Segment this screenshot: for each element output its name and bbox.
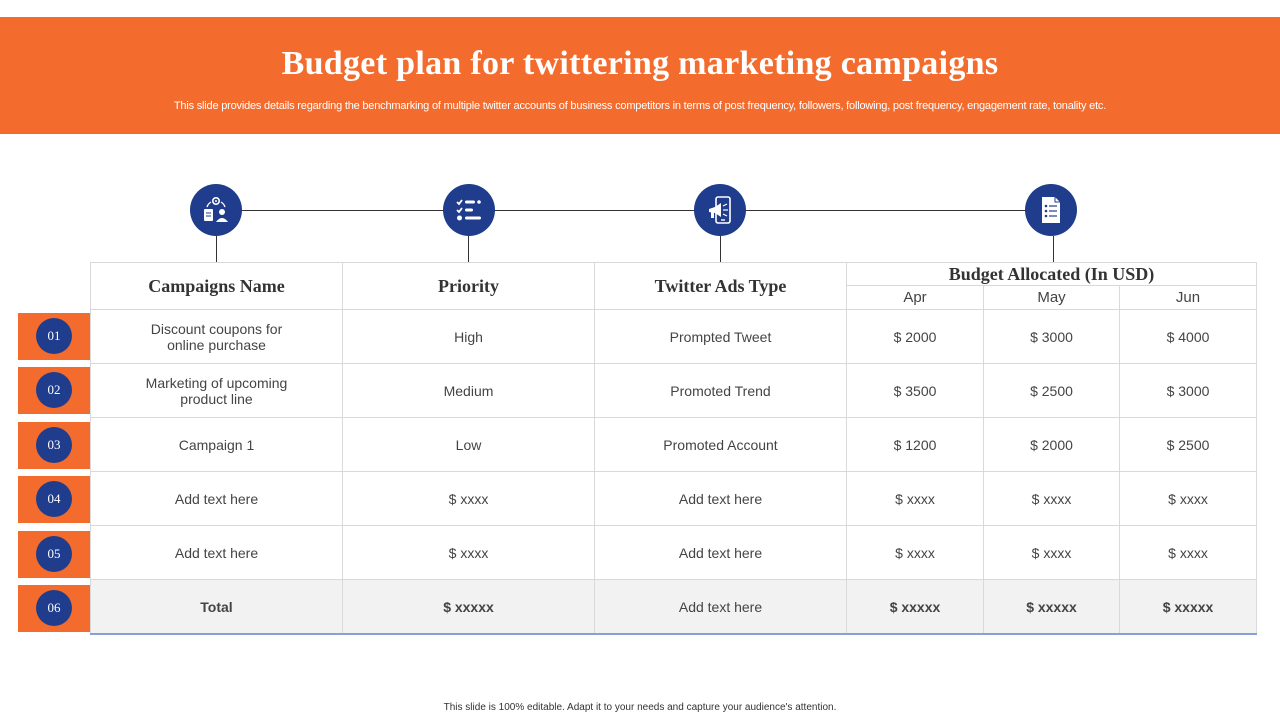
cell-may: $ xxxx (983, 471, 1120, 526)
cell-apr: $ 1200 (846, 417, 984, 472)
cell-jun: $ xxxx (1118, 525, 1258, 580)
row-number-tab: 02 (18, 367, 90, 414)
table-row: Add text here $ xxxx Add text here $ xxx… (90, 471, 1258, 526)
row-number-tab: 04 (18, 476, 90, 523)
cell-priority: $ xxxx (342, 471, 595, 526)
cell-priority: High (342, 309, 595, 364)
icon-stem (1053, 236, 1054, 262)
cell-apr: $ xxxx (846, 525, 984, 580)
cell-may: $ 2000 (983, 417, 1120, 472)
document-list-icon (1025, 184, 1077, 236)
cell-priority: Low (342, 417, 595, 472)
cell-jun: $ 4000 (1118, 309, 1258, 364)
page-subtitle: This slide provides details regarding th… (173, 100, 1107, 112)
title-banner: Budget plan for twittering marketing cam… (0, 17, 1280, 134)
cell-campaign: Add text here (90, 471, 343, 526)
cell-campaign: Marketing of upcoming product line (90, 363, 343, 418)
cell-apr: $ 2000 (846, 309, 984, 364)
header-month-jun: Jun (1118, 285, 1258, 310)
cell-jun: $ 2500 (1118, 417, 1258, 472)
cell-may: $ xxxx (983, 525, 1120, 580)
row-number-tab: 06 (18, 585, 90, 632)
table-row: Discount coupons for online purchase Hig… (90, 309, 1258, 364)
mobile-megaphone-icon (694, 184, 746, 236)
cell-ads-type: Prompted Tweet (594, 309, 847, 364)
icon-connector-line (216, 210, 1051, 211)
icon-stem (216, 236, 217, 262)
footer-note: This slide is 100% editable. Adapt it to… (443, 702, 837, 713)
cell-total-priority: $ xxxxx (342, 579, 595, 635)
row-number-tab: 05 (18, 531, 90, 578)
cell-campaign: Discount coupons for online purchase (90, 309, 343, 364)
row-number-tab: 01 (18, 313, 90, 360)
cell-total-apr: $ xxxxx (846, 579, 984, 635)
table-row: Marketing of upcoming product line Mediu… (90, 363, 1258, 418)
cell-priority: Medium (342, 363, 595, 418)
cell-priority: $ xxxx (342, 525, 595, 580)
row-number: 03 (36, 427, 72, 463)
header-campaign: Campaigns Name (90, 262, 343, 310)
cell-total-ads-type: Add text here (594, 579, 847, 635)
cell-ads-type: Promoted Trend (594, 363, 847, 418)
cell-ads-type: Add text here (594, 525, 847, 580)
row-number-tab: 03 (18, 422, 90, 469)
cell-total-label: Total (90, 579, 343, 635)
cell-campaign: Campaign 1 (90, 417, 343, 472)
cell-total-may: $ xxxxx (983, 579, 1120, 635)
header-month-may: May (983, 285, 1120, 310)
header-budget: Budget Allocated (In USD) (845, 262, 1258, 286)
header-ads-type: Twitter Ads Type (594, 262, 847, 310)
cell-may: $ 2500 (983, 363, 1120, 418)
cell-jun: $ 3000 (1118, 363, 1258, 418)
row-number: 01 (36, 318, 72, 354)
row-number: 06 (36, 590, 72, 626)
cell-ads-type: Add text here (594, 471, 847, 526)
cell-apr: $ 3500 (846, 363, 984, 418)
cell-jun: $ xxxx (1118, 471, 1258, 526)
row-number: 02 (36, 372, 72, 408)
team-gear-icon (190, 184, 242, 236)
cell-campaign: Add text here (90, 525, 343, 580)
total-row: Total $ xxxxx Add text here $ xxxxx $ xx… (90, 579, 1258, 635)
header-priority: Priority (342, 262, 595, 310)
cell-total-jun: $ xxxxx (1118, 579, 1258, 635)
icon-stem (468, 236, 469, 262)
budget-table: Campaigns Name Priority Twitter Ads Type… (90, 262, 1258, 635)
cell-apr: $ xxxx (846, 471, 984, 526)
cell-ads-type: Promoted Account (594, 417, 847, 472)
header-month-apr: Apr (846, 285, 984, 310)
checklist-icon (443, 184, 495, 236)
cell-may: $ 3000 (983, 309, 1120, 364)
page-title: Budget plan for twittering marketing cam… (281, 45, 999, 82)
table-row: Campaign 1 Low Promoted Account $ 1200 $… (90, 417, 1258, 472)
icon-stem (720, 236, 721, 262)
row-number: 04 (36, 481, 72, 517)
row-number: 05 (36, 536, 72, 572)
table-row: Add text here $ xxxx Add text here $ xxx… (90, 525, 1258, 580)
